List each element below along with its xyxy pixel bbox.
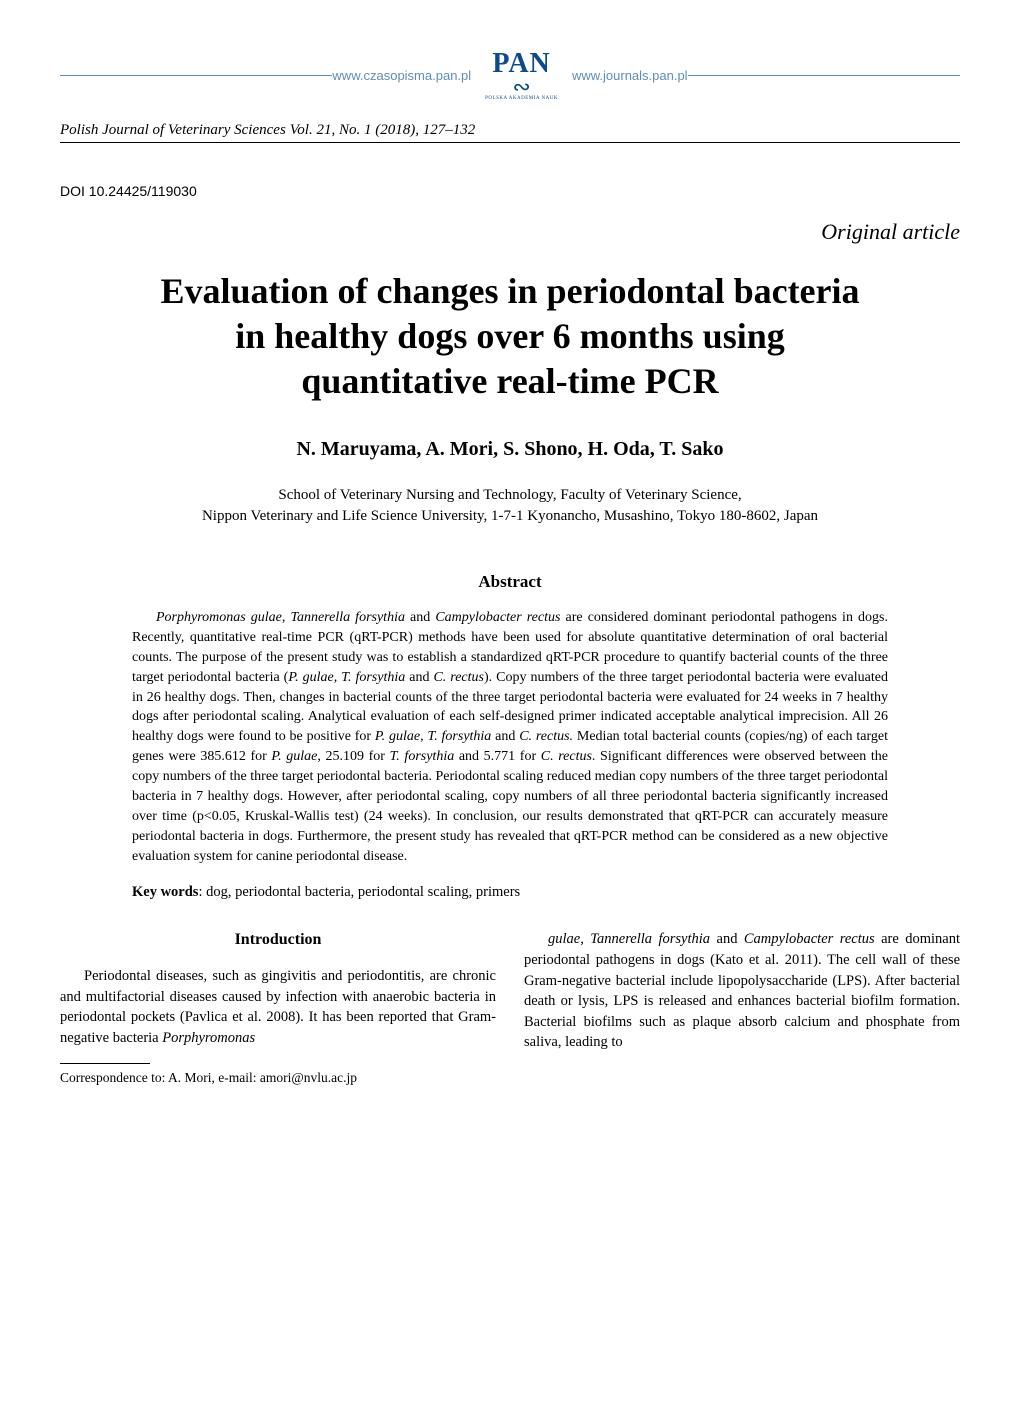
footnote-rule [60,1063,150,1064]
article-type: Original article [60,219,960,245]
header-rule-left [60,75,332,76]
pan-logo: PAN ∾ POLSKA AKADEMIA NAUK [485,50,558,101]
journal-info-line: Polish Journal of Veterinary Sciences Vo… [60,121,960,143]
journal-name: Polish Journal of Veterinary Sciences [60,122,286,138]
intro-paragraph-left: Periodontal diseases, such as gingivitis… [60,966,496,1048]
title-line-2: in healthy dogs over 6 months using [235,316,784,356]
pan-infinity-icon: ∾ [512,78,530,96]
affiliation-line-1: School of Veterinary Nursing and Technol… [278,487,741,503]
intro-paragraph-right: gulae, Tannerella forsythia and Campylob… [524,929,960,1052]
header-top-links: www.czasopisma.pan.pl PAN ∾ POLSKA AKADE… [60,50,960,101]
header-link-right[interactable]: www.journals.pan.pl [572,68,688,83]
affiliation-line-2: Nippon Veterinary and Life Science Unive… [202,508,818,524]
title-line-3: quantitative real-time PCR [301,361,718,401]
doi: DOI 10.24425/119030 [60,183,960,199]
authors: N. Maruyama, A. Mori, S. Shono, H. Oda, … [60,438,960,461]
article-title: Evaluation of changes in periodontal bac… [60,269,960,404]
abstract-heading: Abstract [60,572,960,592]
correspondence: Correspondence to: A. Mori, e-mail: amor… [60,1068,496,1087]
affiliation: School of Veterinary Nursing and Technol… [60,485,960,529]
pan-subtext: POLSKA AKADEMIA NAUK [485,96,558,101]
keywords-text: : dog, periodontal bacteria, periodontal… [198,884,520,900]
keywords: Key words: dog, periodontal bacteria, pe… [132,884,888,901]
two-column-body: Introduction Periodontal diseases, such … [60,929,960,1086]
title-line-1: Evaluation of changes in periodontal bac… [160,271,859,311]
column-right: gulae, Tannerella forsythia and Campylob… [524,929,960,1086]
header-rule-right [688,75,960,76]
introduction-heading: Introduction [60,929,496,952]
header-link-left[interactable]: www.czasopisma.pan.pl [332,68,471,83]
abstract-body: Porphyromonas gulae, Tannerella forsythi… [132,608,888,866]
column-left: Introduction Periodontal diseases, such … [60,929,496,1086]
journal-vol-issue: Vol. 21, No. 1 (2018), 127–132 [290,122,475,138]
keywords-label: Key words [132,884,198,900]
